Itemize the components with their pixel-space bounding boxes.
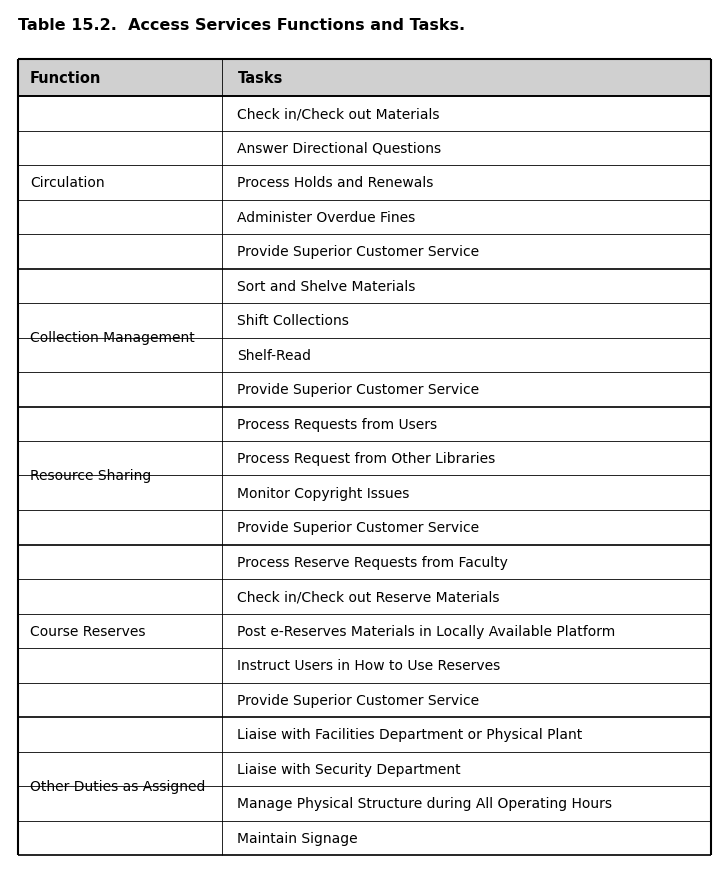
Text: Process Requests from Users: Process Requests from Users	[237, 417, 437, 431]
Bar	[18, 545, 711, 717]
Text: Shelf-Read: Shelf-Read	[237, 348, 312, 362]
Text: Provide Superior Customer Service: Provide Superior Customer Service	[237, 245, 479, 259]
Text: Function: Function	[30, 71, 101, 86]
Text: Process Reserve Requests from Faculty: Process Reserve Requests from Faculty	[237, 555, 508, 569]
Text: Table 15.2.  Access Services Functions and Tasks.: Table 15.2. Access Services Functions an…	[18, 18, 465, 33]
Text: Process Holds and Renewals: Process Holds and Renewals	[237, 176, 434, 190]
Text: Check in/Check out Materials: Check in/Check out Materials	[237, 107, 440, 121]
Text: Resource Sharing: Resource Sharing	[30, 469, 151, 483]
Text: Administer Overdue Fines: Administer Overdue Fines	[237, 210, 416, 224]
Bar	[18, 717, 711, 855]
Text: Liaise with Facilities Department or Physical Plant: Liaise with Facilities Department or Phy…	[237, 727, 583, 741]
Text: Collection Management: Collection Management	[30, 331, 194, 345]
Text: Tasks: Tasks	[237, 71, 283, 86]
Text: Maintain Signage: Maintain Signage	[237, 831, 358, 845]
Text: Circulation: Circulation	[30, 176, 105, 190]
Bar	[18, 407, 711, 545]
Bar	[18, 269, 711, 407]
Text: Monitor Copyright Issues: Monitor Copyright Issues	[237, 486, 410, 501]
Text: Shift Collections: Shift Collections	[237, 314, 349, 328]
Text: Provide Superior Customer Service: Provide Superior Customer Service	[237, 693, 479, 707]
Text: Sort and Shelve Materials: Sort and Shelve Materials	[237, 280, 416, 294]
Bar	[18, 96, 711, 269]
Text: Check in/Check out Reserve Materials: Check in/Check out Reserve Materials	[237, 589, 500, 604]
Text: Instruct Users in How to Use Reserves: Instruct Users in How to Use Reserves	[237, 659, 501, 673]
Text: Manage Physical Structure during All Operating Hours: Manage Physical Structure during All Ope…	[237, 796, 612, 810]
Text: Other Duties as Assigned: Other Duties as Assigned	[30, 779, 205, 793]
Bar	[18, 60, 711, 96]
Text: Process Request from Other Libraries: Process Request from Other Libraries	[237, 452, 496, 466]
Text: Post e-Reserves Materials in Locally Available Platform: Post e-Reserves Materials in Locally Ava…	[237, 624, 616, 638]
Text: Provide Superior Customer Service: Provide Superior Customer Service	[237, 383, 479, 397]
Text: Answer Directional Questions: Answer Directional Questions	[237, 142, 442, 156]
Text: Liaise with Security Department: Liaise with Security Department	[237, 762, 461, 776]
Text: Provide Superior Customer Service: Provide Superior Customer Service	[237, 521, 479, 534]
Text: Course Reserves: Course Reserves	[30, 624, 145, 638]
